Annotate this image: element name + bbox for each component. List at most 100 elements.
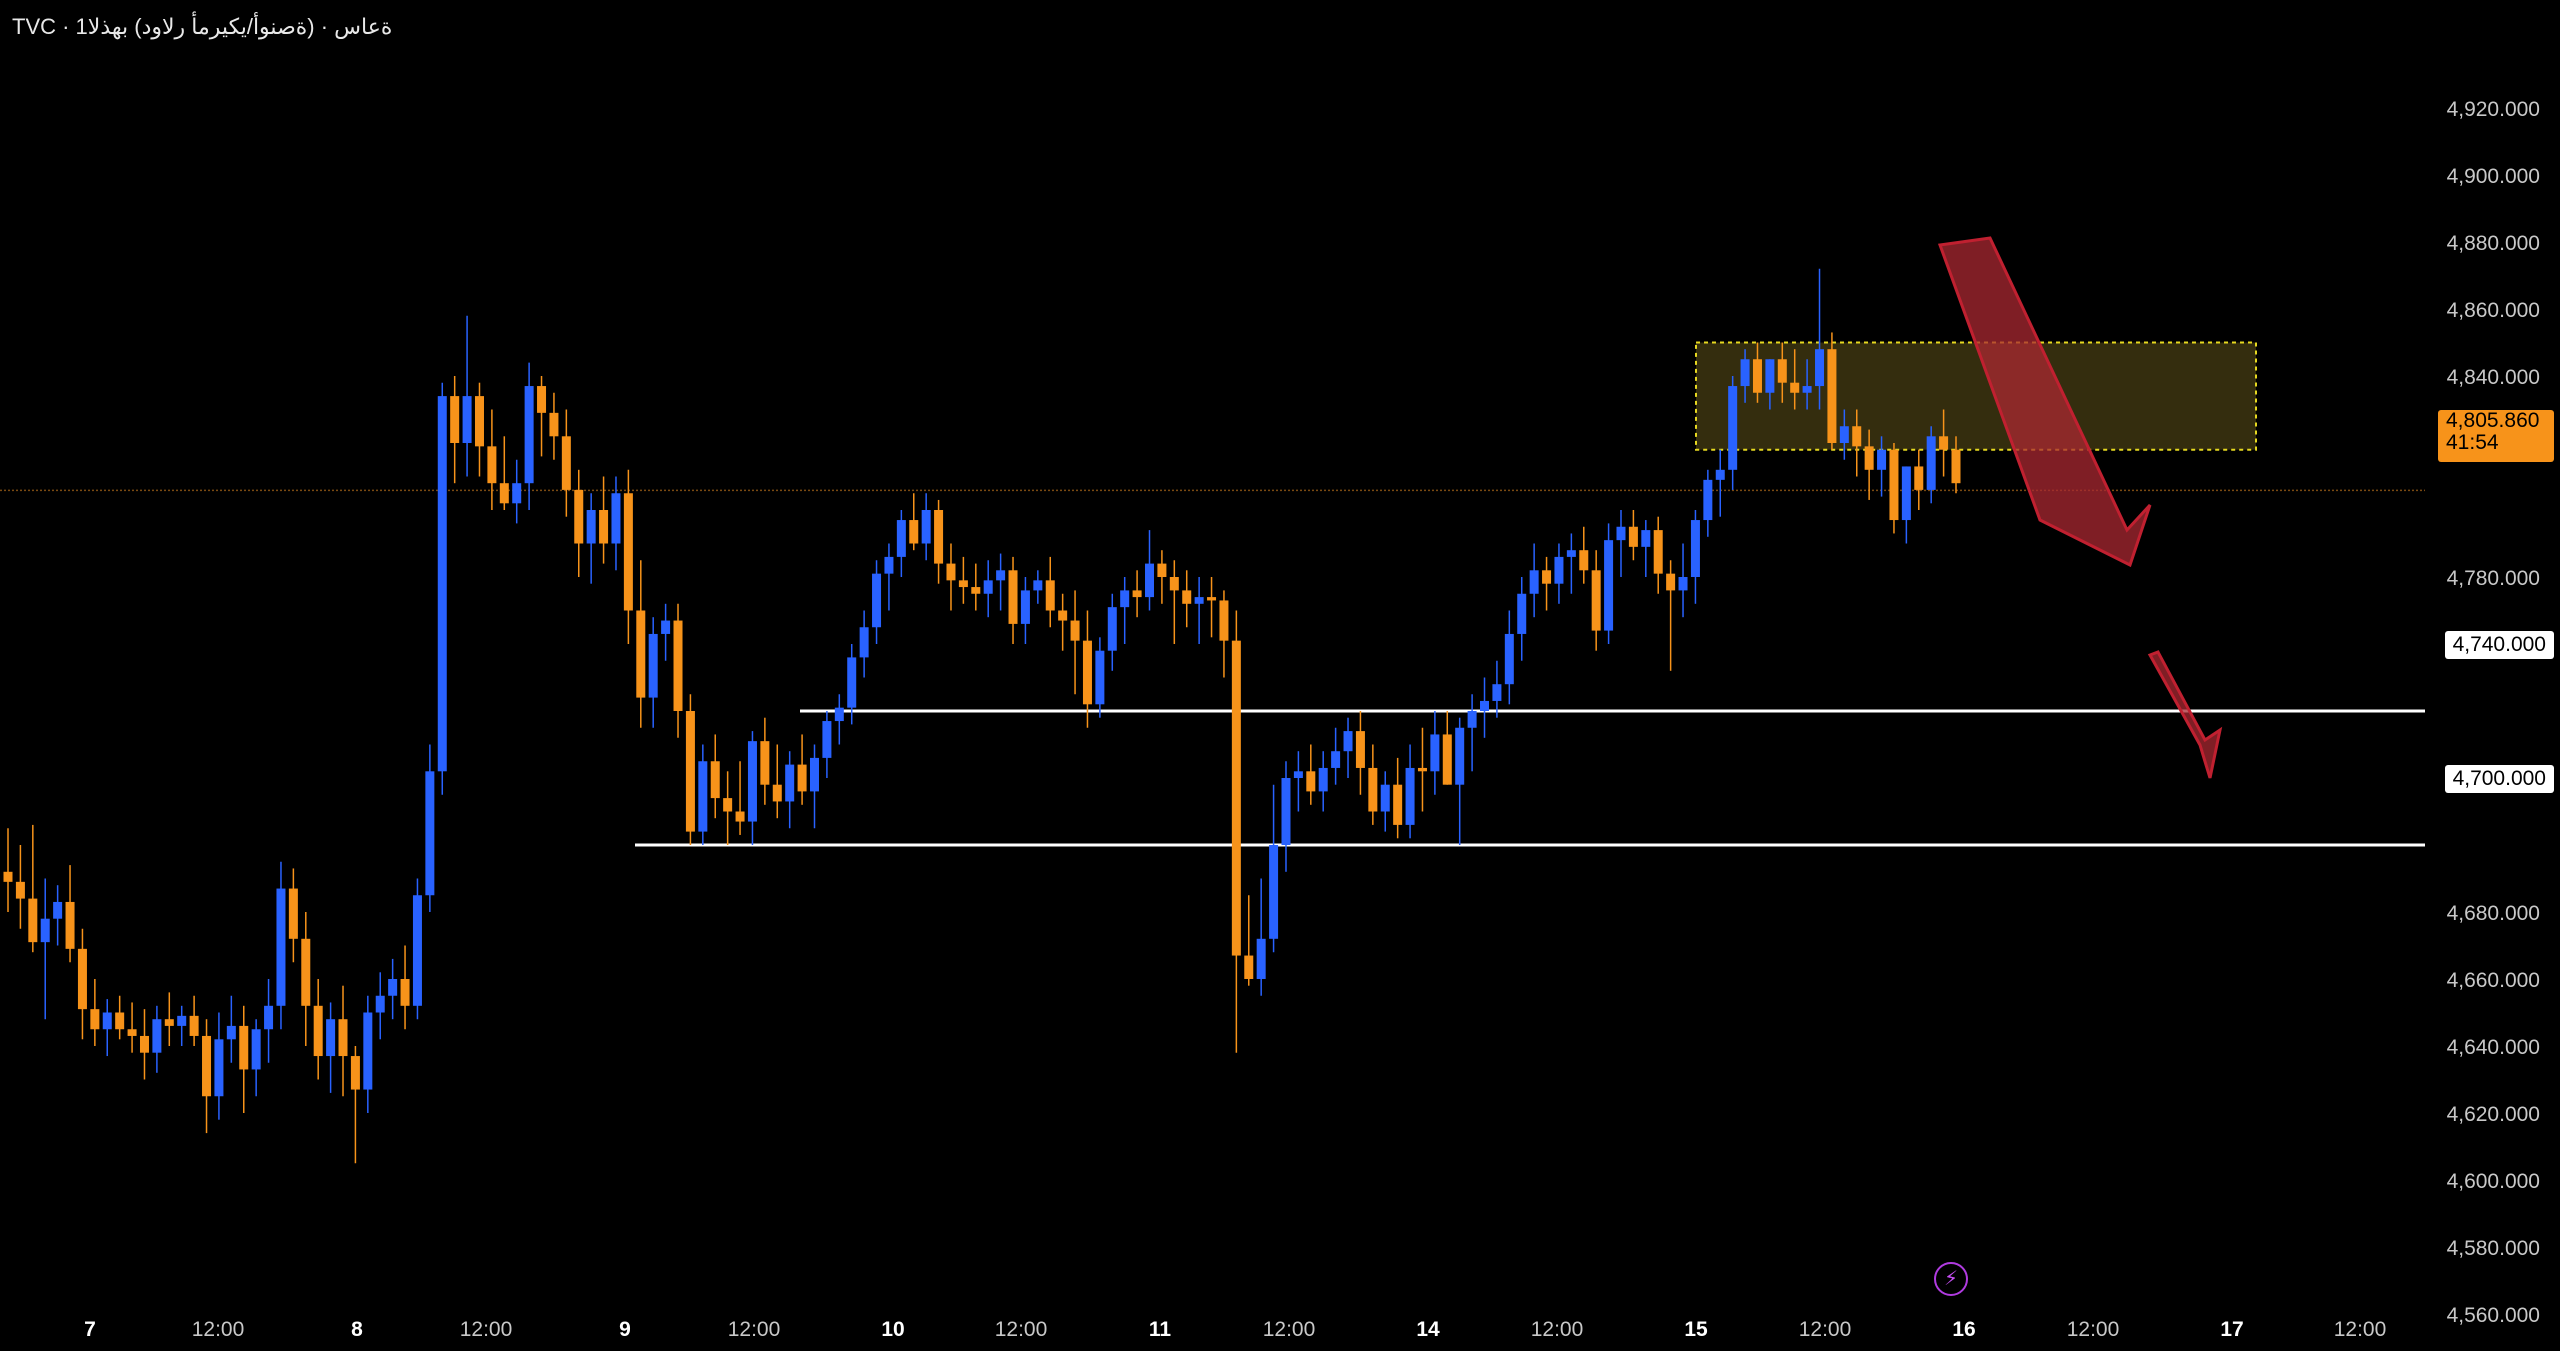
candle-body [1790, 382, 1800, 393]
candle-body [1182, 590, 1192, 604]
candle-body [350, 1056, 360, 1090]
y-tick-label: 4,600.000 [2447, 1170, 2540, 1193]
y-tick-label: 4,780.000 [2447, 567, 2540, 590]
y-tick-label: 4,920.000 [2447, 98, 2540, 121]
candle-body [896, 520, 906, 557]
candle-body [512, 483, 522, 504]
candle-body [1815, 349, 1825, 387]
candle-body [363, 1012, 373, 1090]
y-tick-label: 4,620.000 [2447, 1103, 2540, 1126]
candle-body [90, 1009, 100, 1030]
candle-body [1393, 784, 1403, 825]
candle-body [1058, 610, 1068, 621]
candle-body [971, 587, 981, 594]
candle-body [40, 918, 50, 943]
candle-body [747, 741, 757, 822]
y-tick-label: 4,880.000 [2447, 232, 2540, 255]
x-tick-label: 11 [1149, 1318, 1172, 1341]
candle-body [1628, 526, 1638, 547]
x-tick-label: 15 [1684, 1318, 1708, 1341]
candle-body [996, 570, 1006, 581]
down-arrow-large [1937, 236, 2152, 568]
candle-body [1480, 700, 1490, 711]
candle-body [1231, 640, 1241, 956]
candle-body [1839, 426, 1849, 443]
x-tick-label: 12:00 [728, 1318, 781, 1341]
candle-body [1678, 577, 1688, 591]
candle-body [574, 489, 584, 544]
candle-body [1802, 386, 1812, 393]
candle-body [3, 871, 13, 882]
candle-body [53, 901, 63, 919]
candle-body [1951, 449, 1961, 484]
candle-body [599, 510, 609, 544]
candle-body [710, 761, 720, 799]
candle-body [202, 1035, 212, 1097]
candle-body [1107, 607, 1117, 651]
candle-body [822, 721, 832, 758]
current-price-value: 4,805.860 [2446, 409, 2540, 432]
x-tick-label: 7 [84, 1318, 96, 1341]
candle-body [1690, 520, 1700, 577]
candle-body [288, 888, 298, 939]
candle-body [177, 1015, 187, 1026]
candle-body [1554, 556, 1564, 584]
candle-body [1293, 771, 1303, 778]
candle-body [946, 563, 956, 581]
candle-body [65, 901, 75, 949]
candle-body [127, 1029, 137, 1036]
candle-body [1591, 570, 1601, 631]
candle-body [909, 520, 919, 544]
level-price-tag[interactable]: 4,740.000 [2444, 631, 2554, 659]
candle-body [1082, 640, 1092, 705]
candle-body [661, 620, 671, 634]
candle-body [1417, 767, 1427, 772]
candle-body [115, 1012, 125, 1030]
candle-body [1095, 650, 1105, 705]
y-tick-label: 4,660.000 [2447, 969, 2540, 992]
candle-body [1852, 426, 1862, 447]
candle-body [685, 711, 695, 832]
y-tick-label: 4,580.000 [2447, 1237, 2540, 1260]
candle-body [735, 811, 745, 822]
candle-body [338, 1019, 348, 1057]
y-tick-label: 4,640.000 [2447, 1036, 2540, 1059]
candle-body [1579, 550, 1589, 571]
candle-body [1467, 711, 1477, 728]
level-price-tag[interactable]: 4,700.000 [2444, 765, 2554, 793]
candle-body [375, 995, 385, 1013]
candle-body [15, 881, 25, 899]
x-tick-label: 12:00 [995, 1318, 1048, 1341]
candle-body [462, 396, 472, 443]
candle-body [1752, 359, 1762, 393]
candle-body [1244, 955, 1254, 979]
candle-body [1355, 731, 1365, 768]
candle-body [77, 948, 87, 1010]
down-arrow-small [2147, 650, 2223, 779]
candle-body [1194, 597, 1204, 604]
candle-body [1070, 620, 1080, 641]
candle-body [561, 436, 571, 490]
candle-body [723, 798, 733, 812]
candle-body [1207, 597, 1217, 601]
candle-body [785, 764, 795, 802]
x-tick-label: 12:00 [1531, 1318, 1584, 1341]
candle-body [412, 895, 422, 1006]
candle-body [1926, 436, 1936, 490]
candle-body [388, 979, 398, 996]
x-tick-label: 12:00 [1799, 1318, 1852, 1341]
candle-body [537, 386, 547, 413]
candle-body [847, 657, 857, 708]
candle-body [958, 580, 968, 588]
candle-body [1045, 580, 1055, 611]
candle-body [1281, 778, 1291, 845]
candle-body [1492, 684, 1502, 701]
candle-body [1616, 526, 1626, 541]
candle-body [1033, 580, 1043, 591]
candle-body [1455, 727, 1465, 785]
candle-body [636, 610, 646, 698]
flash-icon[interactable]: ⚡ [1934, 1262, 1968, 1296]
candle-body [1777, 359, 1787, 383]
candle-body [1157, 563, 1167, 577]
